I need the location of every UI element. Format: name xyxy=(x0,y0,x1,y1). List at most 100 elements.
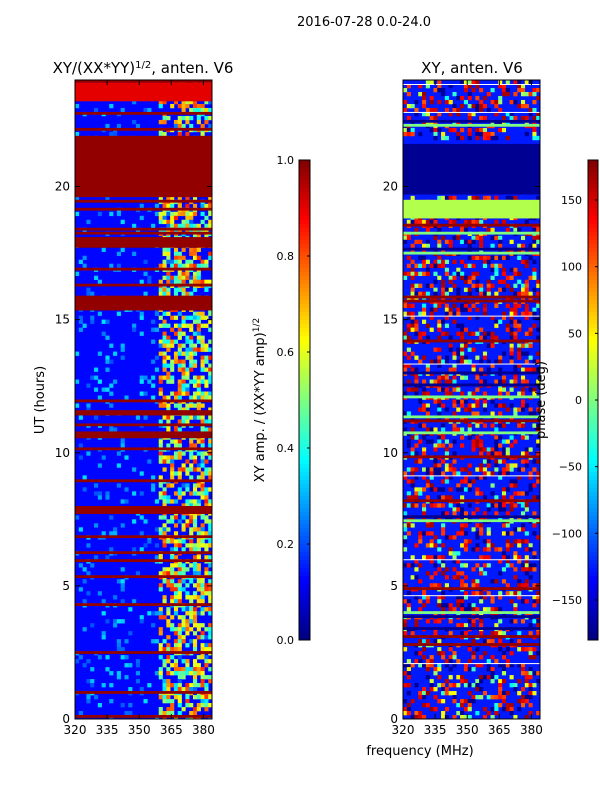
colorbar-segment xyxy=(588,476,598,481)
heatmap-cell xyxy=(452,363,457,368)
heatmap-cell xyxy=(204,379,209,384)
heatmap-cell xyxy=(494,291,499,296)
heatmap-cell xyxy=(208,327,213,332)
heatmap-cell xyxy=(200,703,205,708)
heatmap-cell xyxy=(456,427,461,432)
x-tick-label: 350 xyxy=(456,723,479,737)
colorbar-segment xyxy=(588,508,598,513)
heatmap-cell xyxy=(181,115,186,121)
heatmap-cell xyxy=(494,623,499,628)
colorbar-segment xyxy=(588,564,598,569)
heatmap-cell xyxy=(505,303,510,308)
heatmap-cell xyxy=(158,707,163,712)
heatmap-cell xyxy=(475,95,480,101)
heatmap-cell xyxy=(208,527,213,532)
heatmap-cell xyxy=(494,443,499,448)
heatmap-cell xyxy=(166,671,171,676)
heatmap-cell xyxy=(475,439,480,444)
heatmap-cell xyxy=(441,543,446,548)
heatmap-streak xyxy=(403,119,540,123)
heatmap-cell xyxy=(498,391,503,396)
heatmap-cell xyxy=(158,211,163,217)
heatmap-cell xyxy=(208,503,213,508)
heatmap-cell xyxy=(490,275,495,280)
heatmap-cell xyxy=(414,271,419,276)
heatmap-cell xyxy=(410,451,415,456)
heatmap-cell xyxy=(162,215,167,221)
heatmap-cell xyxy=(124,455,129,460)
heatmap-cell xyxy=(105,667,110,672)
heatmap-cell xyxy=(505,591,510,596)
heatmap-cell xyxy=(82,627,87,632)
heatmap-cell xyxy=(444,95,449,101)
heatmap-gap xyxy=(403,315,540,317)
heatmap-cell xyxy=(494,403,499,408)
heatmap-cell xyxy=(414,283,419,288)
heatmap-cell xyxy=(425,619,430,624)
heatmap-cell xyxy=(528,275,533,280)
heatmap-cell xyxy=(422,647,427,652)
heatmap-cell xyxy=(460,507,465,512)
heatmap-cell xyxy=(189,527,194,532)
heatmap-cell xyxy=(463,531,468,536)
heatmap-cell xyxy=(208,599,213,604)
heatmap-cell xyxy=(441,603,446,608)
heatmap-cell xyxy=(429,539,434,544)
heatmap-cell xyxy=(200,471,205,476)
heatmap-cell xyxy=(208,455,213,460)
colorbar-segment xyxy=(299,332,310,337)
heatmap-cell xyxy=(166,287,171,292)
heatmap-cell xyxy=(460,375,465,380)
colorbar-segment xyxy=(299,204,310,209)
heatmap-cell xyxy=(189,115,194,121)
heatmap-cell xyxy=(505,583,510,588)
heatmap-cell xyxy=(410,495,415,500)
heatmap-cell xyxy=(467,471,472,476)
heatmap-cell xyxy=(532,87,537,93)
heatmap-cell xyxy=(422,687,427,692)
heatmap-cell xyxy=(75,379,80,384)
heatmap-cell xyxy=(479,359,484,364)
heatmap-cell xyxy=(177,487,182,492)
heatmap-cell xyxy=(452,195,457,201)
heatmap-cell xyxy=(486,591,491,596)
heatmap-cell xyxy=(204,591,209,596)
heatmap-cell xyxy=(204,359,209,364)
heatmap-cell xyxy=(433,463,438,468)
heatmap-cell xyxy=(505,703,510,708)
colorbar-segment xyxy=(588,584,598,589)
heatmap-streak xyxy=(403,383,540,387)
heatmap-cell xyxy=(185,387,190,392)
heatmap-cell xyxy=(177,631,182,636)
heatmap-cell xyxy=(479,447,484,452)
heatmap-cell xyxy=(105,319,110,324)
heatmap-cell xyxy=(524,531,529,536)
heatmap-cell xyxy=(482,407,488,412)
heatmap-cell xyxy=(532,603,537,608)
heatmap-cell xyxy=(181,639,186,644)
heatmap-cell xyxy=(162,343,167,348)
heatmap-cell xyxy=(86,287,91,292)
heatmap-cell xyxy=(166,223,171,229)
heatmap-cell xyxy=(177,591,182,596)
colorbar-segment xyxy=(299,460,310,465)
heatmap-cell xyxy=(109,343,114,348)
heatmap-cell xyxy=(418,239,423,245)
heatmap-cell xyxy=(406,255,411,261)
heatmap-cell xyxy=(498,263,503,268)
heatmap-cell xyxy=(410,435,415,440)
heatmap-cell xyxy=(414,683,419,688)
heatmap-cell xyxy=(158,531,163,536)
heatmap-cell xyxy=(185,703,190,708)
heatmap-cell xyxy=(170,215,175,221)
heatmap-cell xyxy=(78,443,83,448)
heatmap-cell xyxy=(116,643,121,648)
heatmap-cell xyxy=(437,80,442,85)
heatmap-streak xyxy=(403,299,540,303)
heatmap-cell xyxy=(422,715,427,720)
heatmap-cell xyxy=(475,531,480,536)
heatmap-cell xyxy=(170,475,175,480)
heatmap-cell xyxy=(414,331,419,336)
heatmap-cell xyxy=(158,315,163,320)
heatmap-cell xyxy=(513,291,518,296)
